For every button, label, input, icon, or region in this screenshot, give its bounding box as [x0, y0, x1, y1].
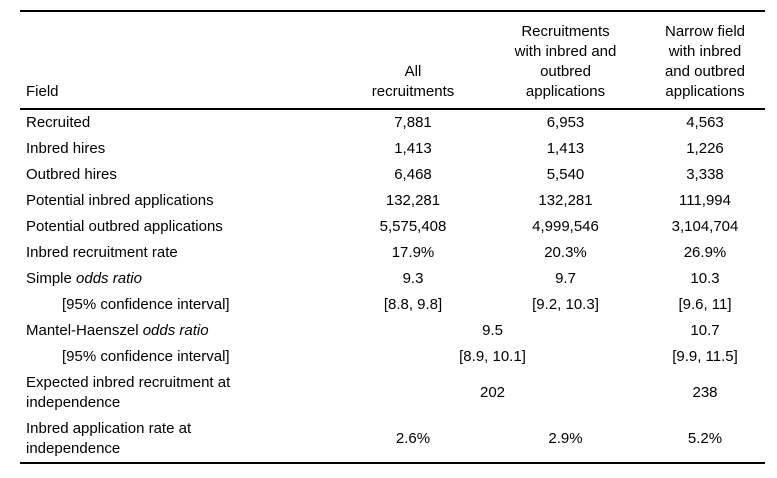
cell-value: 10.3: [690, 270, 720, 287]
row-label-italic: odds ratio: [76, 270, 142, 287]
row-label-text: Simple: [26, 270, 77, 287]
cell-value: 3,338: [686, 166, 724, 183]
row-label: [95% confidence interval]: [62, 348, 230, 365]
cell-value: 5,540: [546, 166, 585, 183]
table-row-potential-inbred-applications: Potential inbred applications 132,281 13…: [20, 188, 765, 214]
table-row-inbred-hires: Inbred hires 1,413 1,413 1,226: [20, 136, 765, 162]
header-all-recruitments: All recruitments: [371, 63, 455, 100]
header-row: Field All recruitments Recruitments with…: [20, 11, 765, 109]
table-row-mantel-haenszel-odds-ratio: Mantel-Haenszel odds ratio 9.5 10.7: [20, 318, 765, 344]
header-field: Field: [26, 83, 59, 100]
cell-value: 6,953: [546, 114, 585, 131]
row-label: Simple odds ratio: [20, 266, 340, 292]
row-label: Potential outbred applications: [26, 218, 223, 235]
row-label: Recruited: [26, 114, 91, 131]
row-label: Mantel-Haenszel odds ratio: [20, 318, 340, 344]
cell-value-spanning: 202: [479, 384, 506, 401]
table-row-recruited: Recruited 7,881 6,953 4,563: [20, 109, 765, 136]
cell-value: [8.8, 9.8]: [383, 296, 443, 313]
cell-value: 6,468: [394, 166, 432, 183]
cell-value: 132,281: [538, 192, 593, 209]
cell-value: 238: [692, 384, 718, 401]
cell-value: 4,563: [686, 114, 724, 131]
row-label: Expected inbred recruitment at independe…: [26, 374, 231, 411]
row-label: Outbred hires: [26, 166, 117, 183]
header-recruitments-inbred-outbred: Recruitments with inbred and outbred app…: [514, 23, 617, 100]
cell-value-spanning: 9.5: [482, 322, 503, 339]
cell-value: 2.6%: [395, 430, 431, 447]
row-label: Inbred application rate at independence: [26, 420, 192, 457]
cell-value: 1,226: [686, 140, 724, 157]
recruitment-stats-table: Field All recruitments Recruitments with…: [20, 10, 765, 464]
cell-value: [9.6, 11]: [678, 296, 732, 313]
cell-value: 10.7: [690, 322, 720, 339]
row-label: Inbred recruitment rate: [26, 244, 178, 261]
table-header: Field All recruitments Recruitments with…: [20, 11, 765, 109]
cell-value: 1,413: [546, 140, 585, 157]
cell-value: 20.3%: [544, 244, 587, 261]
row-label: Potential inbred applications: [26, 192, 214, 209]
header-narrow-field: Narrow field with inbred and outbred app…: [664, 23, 746, 100]
cell-value: 26.9%: [683, 244, 727, 261]
row-label-italic: odds ratio: [142, 322, 209, 339]
cell-value: 7,881: [394, 114, 432, 131]
cell-value: 2.9%: [548, 430, 583, 447]
table-row-simple-odds-ratio: Simple odds ratio 9.3 9.7 10.3: [20, 266, 765, 292]
table-body: Recruited 7,881 6,953 4,563 Inbred hires…: [20, 109, 765, 463]
cell-value: 5,575,408: [379, 218, 447, 235]
cell-value-spanning: [8.9, 10.1]: [459, 348, 526, 365]
row-label: Inbred hires: [26, 140, 106, 157]
table-row-expected-inbred-recruitment: Expected inbred recruitment at independe…: [20, 370, 765, 416]
cell-value: 5.2%: [687, 430, 723, 447]
table-row-potential-outbred-applications: Potential outbred applications 5,575,408…: [20, 214, 765, 240]
cell-value: 17.9%: [391, 244, 435, 261]
row-label-text: Mantel-Haenszel: [26, 322, 143, 339]
cell-value: 9.3: [402, 270, 424, 287]
table-row-inbred-application-rate: Inbred application rate at independence …: [20, 416, 765, 463]
row-label: [95% confidence interval]: [62, 296, 230, 313]
cell-value: 111,994: [679, 192, 731, 209]
recruitment-stats-table-wrap: Field All recruitments Recruitments with…: [20, 10, 765, 464]
cell-value: 132,281: [385, 192, 441, 209]
table-row-inbred-recruitment-rate: Inbred recruitment rate 17.9% 20.3% 26.9…: [20, 240, 765, 266]
table-row-simple-confidence-interval: [95% confidence interval] [8.8, 9.8] [9.…: [20, 292, 765, 318]
cell-value: [9.2, 10.3]: [532, 296, 599, 313]
cell-value: 3,104,704: [671, 218, 739, 235]
cell-value: 4,999,546: [532, 218, 599, 235]
table-row-outbred-hires: Outbred hires 6,468 5,540 3,338: [20, 162, 765, 188]
cell-value: [9.9, 11.5]: [672, 348, 738, 365]
cell-value: 9.7: [555, 270, 576, 287]
cell-value: 1,413: [394, 140, 432, 157]
table-row-mantel-haenszel-confidence-interval: [95% confidence interval] [8.9, 10.1] [9…: [20, 344, 765, 370]
